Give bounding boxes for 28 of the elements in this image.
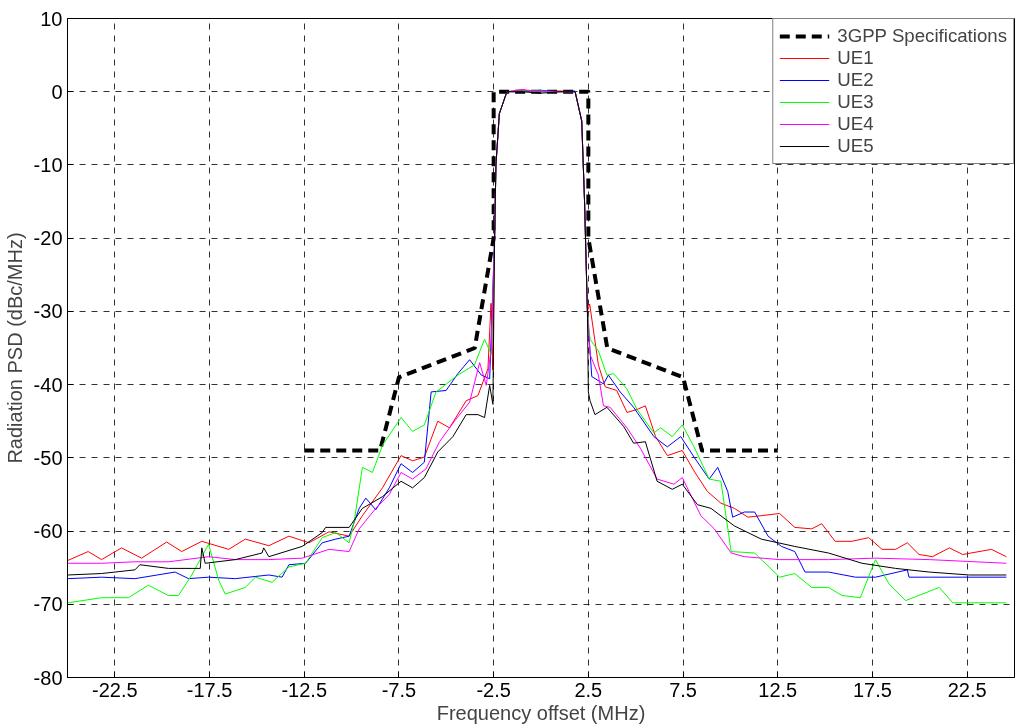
y-tick-label: -60 xyxy=(33,520,63,543)
legend-label: UE2 xyxy=(837,69,874,91)
y-tick-label: -10 xyxy=(33,153,63,176)
x-tick-label: -12.5 xyxy=(281,678,328,701)
x-axis-title: Frequency offset (MHz) xyxy=(436,701,646,724)
y-tick-label: -40 xyxy=(33,373,63,396)
y-tick-label: -50 xyxy=(33,446,63,469)
x-tick-label: 7.5 xyxy=(669,678,697,701)
x-tick-label: -7.5 xyxy=(381,678,417,701)
x-tick-label: 12.5 xyxy=(758,678,798,701)
x-tick-label: -17.5 xyxy=(186,678,233,701)
legend-label: UE3 xyxy=(837,91,874,113)
legend-label: UE1 xyxy=(837,47,874,69)
x-tick-label: -2.5 xyxy=(476,678,511,701)
y-tick-label: -70 xyxy=(33,593,63,616)
legend-label: 3GPP Specifications xyxy=(837,25,1007,47)
x-tick-label: 22.5 xyxy=(947,678,987,701)
x-tick-label: 2.5 xyxy=(574,678,603,701)
y-tick-label: -30 xyxy=(33,300,63,323)
y-tick-label: -20 xyxy=(33,227,63,250)
x-tick-label: -22.5 xyxy=(92,678,138,701)
y-tick-label: 0 xyxy=(51,80,63,103)
y-axis-title: Radiation PSD (dBc/MHz) xyxy=(3,232,26,464)
x-tick-label: 17.5 xyxy=(852,678,892,701)
legend-label: UE5 xyxy=(837,135,874,157)
legend-label: UE4 xyxy=(837,113,874,135)
y-tick-label: 10 xyxy=(40,7,63,30)
y-tick-label: -80 xyxy=(33,666,63,689)
